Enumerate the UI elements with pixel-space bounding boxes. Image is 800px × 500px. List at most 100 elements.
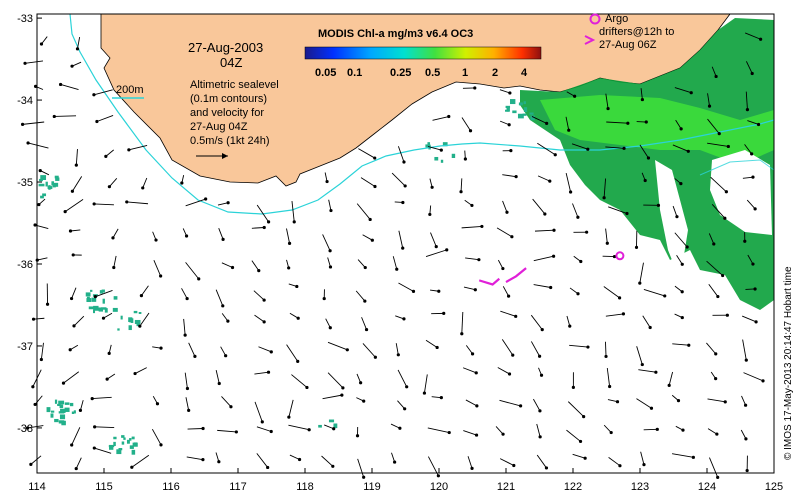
velocity-arrow-head	[617, 296, 622, 300]
velocity-arrow-head	[436, 474, 440, 478]
velocity-arrow-head	[127, 148, 131, 152]
velocity-arrow-head	[680, 315, 684, 320]
velocity-arrow-shaft	[256, 204, 269, 223]
velocity-arrow-head	[395, 267, 399, 271]
velocity-arrow-head	[305, 385, 309, 390]
velocity-arrow-head	[138, 324, 142, 328]
chl-pixel	[98, 308, 104, 312]
velocity-arrow-shaft	[321, 455, 334, 467]
time-label: 04Z	[220, 55, 242, 70]
velocity-arrow-head	[712, 242, 716, 246]
chl-pixel	[73, 410, 76, 414]
velocity-arrow-shaft	[643, 289, 665, 297]
velocity-arrow-shaft	[571, 143, 588, 150]
chl-pixel	[93, 305, 99, 311]
velocity-arrow-head	[26, 141, 30, 145]
velocity-arrow-head	[355, 434, 360, 438]
chl-pixel	[134, 319, 141, 325]
velocity-arrow-shaft	[75, 149, 78, 166]
velocity-arrow-shaft	[185, 198, 206, 207]
argo-legend-2: drifters@12h to	[599, 26, 674, 38]
altimetry-note-4: 27-Aug 04Z	[190, 121, 248, 133]
velocity-arrow-head	[477, 258, 481, 262]
velocity-arrow-head	[183, 333, 187, 337]
velocity-arrow-head	[70, 443, 74, 447]
velocity-arrow-head	[605, 241, 609, 245]
latitude-axis: -33 -34 -35 -36 -37 -38	[17, 13, 42, 435]
scale-note: 0.5m/s (1kt 24h)	[190, 135, 269, 147]
velocity-arrow-head	[480, 224, 484, 229]
chl-pixel	[59, 404, 64, 409]
velocity-arrow-head	[230, 265, 235, 270]
chl-pixel	[318, 424, 322, 428]
velocity-arrow-head	[328, 326, 332, 330]
chl-pixel	[113, 296, 118, 300]
velocity-arrow-head	[618, 464, 622, 468]
velocity-arrow-head	[403, 184, 407, 188]
velocity-arrow-head	[226, 319, 230, 323]
credit-label: © IMOS 17-May-2013 20:14:47 Hobart time	[783, 266, 794, 460]
velocity-arrow-head	[401, 200, 405, 205]
lat-tick-label: -33	[17, 13, 33, 25]
velocity-arrow-shaft	[708, 283, 719, 297]
velocity-arrow-head	[585, 230, 589, 234]
velocity-arrow-head	[750, 71, 754, 76]
argo-legend-drifter-icon	[584, 35, 596, 45]
velocity-arrow-shaft	[258, 346, 272, 353]
velocity-arrow-shaft	[537, 175, 550, 182]
velocity-arrow-head	[70, 189, 75, 193]
velocity-arrow-shaft	[324, 424, 334, 430]
velocity-arrow-shaft	[603, 286, 620, 299]
chl-pixel	[121, 435, 125, 438]
velocity-arrow-head	[714, 74, 718, 79]
velocity-arrow-shaft	[741, 395, 746, 406]
velocity-arrow-head	[442, 311, 446, 315]
velocity-arrow-shaft	[95, 290, 113, 298]
velocity-arrow-head	[71, 253, 75, 257]
velocity-arrow-head	[714, 377, 718, 381]
colorbar-label: 4	[521, 67, 528, 79]
chl-streak	[655, 160, 688, 280]
velocity-arrow-shaft	[221, 396, 232, 408]
velocity-arrow-shaft	[40, 342, 44, 360]
argo-drifter-track	[505, 267, 527, 283]
velocity-arrow-shaft	[537, 142, 556, 156]
velocity-arrow-head	[31, 317, 36, 321]
velocity-arrow-shaft	[96, 115, 114, 122]
velocity-arrow-head	[257, 269, 261, 273]
velocity-arrow-shaft	[113, 255, 117, 268]
velocity-arrow-head	[751, 175, 755, 179]
velocity-arrow-shaft	[672, 453, 694, 458]
velocity-arrow-shaft	[64, 199, 84, 212]
velocity-arrow-shaft	[674, 232, 688, 248]
lat-tick-label: -36	[17, 259, 33, 271]
velocity-arrow-shaft	[711, 66, 717, 77]
velocity-arrow-head	[58, 82, 63, 87]
chl-pixel	[131, 436, 135, 440]
velocity-arrow-shaft	[642, 315, 651, 328]
velocity-arrow-shaft	[128, 144, 148, 151]
lat-tick-label: -34	[17, 95, 33, 107]
velocity-arrow-head	[111, 236, 115, 240]
velocity-arrow-head	[707, 104, 712, 108]
velocity-arrow-head	[750, 152, 754, 156]
lon-tick-label: 125	[765, 481, 783, 493]
velocity-arrow-head	[473, 288, 477, 292]
velocity-arrow-shaft	[288, 399, 294, 418]
lon-tick-label: 115	[95, 481, 113, 493]
velocity-arrow-head	[756, 122, 761, 127]
velocity-arrow-shaft	[185, 262, 200, 280]
velocity-arrow-shaft	[70, 229, 81, 232]
velocity-arrow-shaft	[668, 371, 674, 386]
velocity-arrow-shaft	[608, 206, 628, 214]
chl-pixel	[328, 419, 335, 423]
lon-tick-label: 117	[229, 481, 247, 493]
chl-pixel	[451, 153, 456, 159]
colorbar-labels: 0.05 0.1 0.25 0.5 1 2 4	[315, 67, 528, 79]
argo-legend-float-icon	[589, 13, 601, 25]
velocity-arrow-shaft	[499, 89, 511, 94]
velocity-arrow-shaft	[251, 260, 260, 271]
altimetry-note-2: (0.1m contours)	[190, 93, 267, 105]
chl-pixel	[104, 308, 108, 313]
velocity-arrow-shaft	[327, 372, 344, 389]
